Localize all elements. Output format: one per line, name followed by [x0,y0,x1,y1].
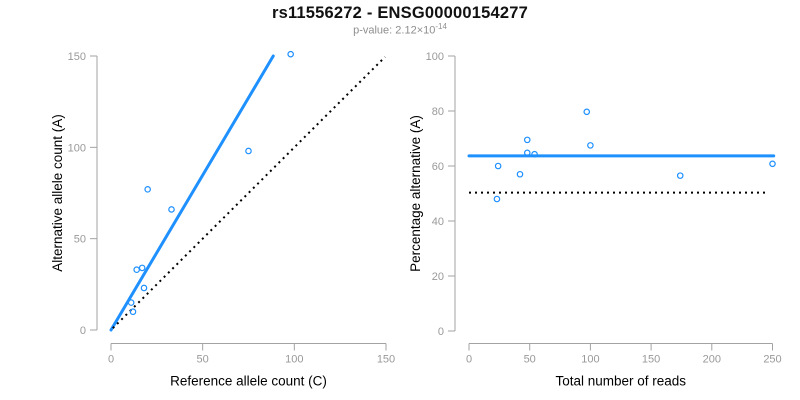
data-point [583,108,591,116]
pvalue-prefix: p-value: [353,24,396,37]
data-point [245,147,252,155]
left-scatter-plot: 0 50 100 150 0 50 100 150 Reference allele count… [50,50,395,389]
data-point [140,284,148,292]
x-axis-title: Reference allele count (C) [170,374,327,389]
y-tick-label: 40 [432,216,444,228]
data-point [129,308,137,316]
identity-line [112,56,386,329]
y-tick-label: 0 [80,325,86,337]
data-point [127,299,135,306]
data-point [287,50,294,58]
data-point [168,206,175,213]
figure-title: rs11556272 - ENSG00000154277 [271,4,529,22]
data-point [587,142,594,149]
data-point [676,172,684,179]
data-point [494,162,502,170]
y-tick-label: 100 [426,51,444,63]
y-tick-label: 100 [68,142,86,154]
y-tick-label: 150 [68,51,86,63]
data-point [523,136,531,144]
y-axis-title: Alternative allele count (A) [50,114,65,272]
figure-subtitle: p-value: 2.12×10-14 [0,22,800,37]
data-point [144,186,151,193]
y-tick-label: 0 [438,326,444,338]
regression-line [109,54,275,332]
data-point [523,149,531,157]
x-tick-label: 100 [581,354,599,366]
y-axis-title: Percentage alternative (A) [408,115,423,272]
y-tick-label: 50 [74,234,86,246]
data-point [493,195,501,203]
pvalue-base: 2.12×10 [395,24,436,37]
x-tick-label: 50 [524,354,536,366]
data-point [769,160,776,168]
y-tick-label: 60 [432,161,444,173]
data-point [138,264,146,272]
y-tick-label: 20 [432,271,444,283]
x-tick-label: 250 [763,354,781,366]
x-tick-label: 0 [108,354,114,366]
x-tick-label: 0 [466,354,472,366]
x-tick-label: 150 [642,354,660,366]
y-tick-label: 80 [432,106,444,118]
x-tick-label: 200 [703,354,721,366]
right-scatter-plot: 0 20 40 60 80 100 0 50 100 150 200 250 Total number … [408,51,782,389]
x-axis-title: Total number of reads [555,374,686,389]
pvalue-exponent: -14 [435,22,447,31]
data-point [133,266,140,274]
x-tick-label: 50 [197,354,209,366]
x-tick-label: 100 [285,354,303,366]
data-point [516,170,524,178]
data-point [531,150,538,158]
x-tick-label: 150 [377,354,395,366]
